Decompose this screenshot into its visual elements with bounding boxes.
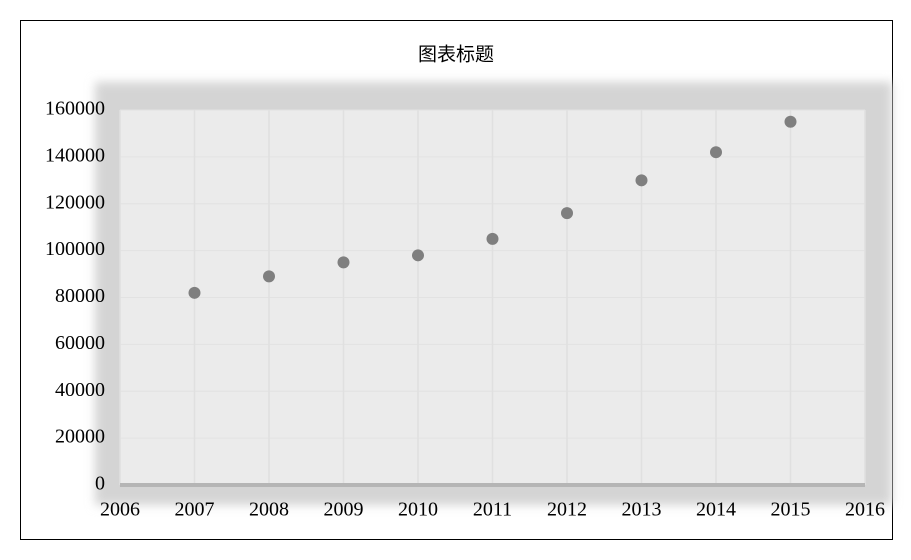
x-tick-label: 2011 [473,499,512,521]
point [635,174,648,187]
x-tick-label: 2009 [324,499,364,521]
x-tick-label: 2010 [398,499,438,521]
x-tick-label: 2016 [845,499,885,521]
x-tick-label: 2014 [696,499,736,521]
point [486,232,499,245]
y-tick-label: 140000 [45,144,105,166]
point [710,146,722,159]
x-tick-label: 2012 [547,499,587,521]
chart-title: 图表标题 [418,44,494,66]
x-tick-label: 2015 [771,499,811,521]
y-tick-label: 160000 [45,98,105,120]
point [188,286,201,299]
y-tick-label: 20000 [55,426,105,448]
y-tick-label: 0 [95,473,105,495]
y-tick-label: 100000 [45,238,105,260]
point [263,270,275,283]
x-tick-label: 2008 [249,499,289,521]
x-tick-label: 2007 [175,499,215,521]
point [561,207,573,220]
point [784,115,797,128]
y-tick-label: 40000 [55,379,105,401]
x-tick-label: 2013 [622,499,662,521]
y-tick-label: 80000 [55,285,105,307]
x-tick-label: 2006 [100,499,140,521]
y-tick-label: 60000 [55,332,105,354]
y-tick-label: 120000 [45,191,105,213]
point [337,256,350,269]
point [412,249,424,262]
